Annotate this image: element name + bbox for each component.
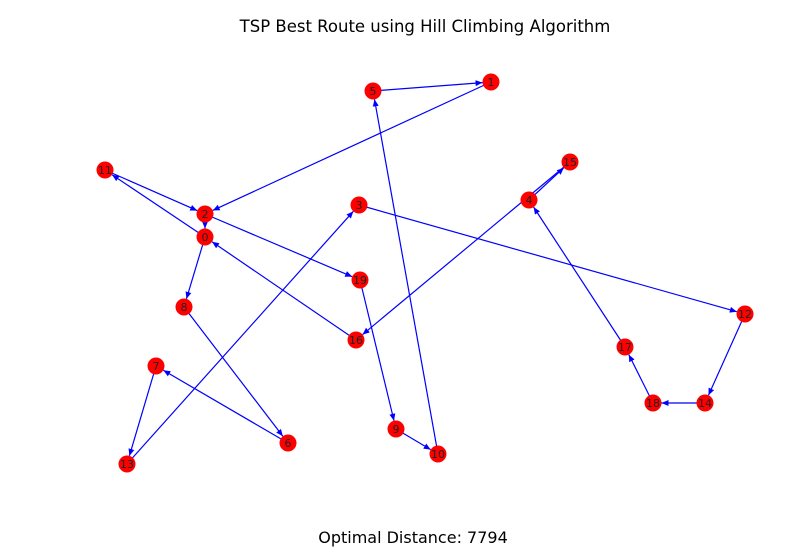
city-node-19: 19 (351, 271, 369, 289)
city-node-circle (520, 191, 538, 209)
city-node-label: 11 (98, 164, 112, 177)
route-edge-17-4 (533, 206, 626, 348)
city-node-label: 13 (120, 458, 134, 471)
route-edge-18-17 (628, 354, 654, 404)
city-node-circle (387, 420, 405, 438)
city-node-17: 17 (616, 338, 634, 356)
city-node-circle (175, 298, 193, 316)
city-node-label: 4 (526, 194, 533, 207)
city-node-12: 12 (736, 305, 754, 323)
city-node-label: 17 (618, 341, 632, 354)
city-node-circle (364, 82, 382, 100)
city-node-3: 3 (350, 196, 368, 214)
city-node-18: 18 (644, 394, 662, 412)
city-node-label: 2 (202, 208, 209, 221)
city-node-2: 2 (196, 205, 214, 223)
route-edge-0-11 (111, 174, 206, 238)
city-node-label: 3 (356, 199, 363, 212)
city-node-label: 12 (738, 308, 752, 321)
route-edge-15-16 (362, 161, 571, 336)
route-edge-5-1 (372, 80, 483, 92)
city-node-circle (147, 357, 165, 375)
route-edge-6-7 (163, 369, 289, 444)
route-edge-1-2 (212, 81, 492, 211)
route-edge-16-0 (211, 241, 357, 341)
city-node-7: 7 (147, 357, 165, 375)
city-node-circle (429, 445, 447, 463)
route-edge-0-8 (185, 236, 206, 300)
route-edge-13-3 (126, 210, 354, 465)
city-node-4: 4 (520, 191, 538, 209)
city-node-5: 5 (364, 82, 382, 100)
city-node-circle (347, 331, 365, 349)
city-node-label: 15 (563, 156, 577, 169)
city-node-circle (644, 394, 662, 412)
route-edge-11-2 (104, 169, 198, 212)
route-edge-2-19 (204, 213, 353, 278)
city-node-13: 13 (118, 455, 136, 473)
city-node-circle (616, 338, 634, 356)
city-node-circle (696, 394, 714, 412)
city-node-11: 11 (96, 161, 114, 179)
city-node-9: 9 (387, 420, 405, 438)
chart-title: TSP Best Route using Hill Climbing Algor… (239, 17, 611, 36)
city-node-label: 14 (698, 397, 712, 410)
city-node-label: 16 (349, 334, 363, 347)
route-edge-7-13 (128, 365, 157, 457)
city-node-circle (482, 73, 500, 91)
city-node-10: 10 (429, 445, 447, 463)
city-node-circle (351, 271, 369, 289)
city-node-label: 6 (285, 437, 292, 450)
city-node-label: 19 (353, 274, 367, 287)
city-node-label: 7 (153, 360, 160, 373)
route-edge-12-14 (707, 313, 746, 396)
optimal-distance-caption: Optimal Distance: 7794 (318, 528, 508, 547)
city-node-circle (350, 196, 368, 214)
city-node-circle (96, 161, 114, 179)
city-node-16: 16 (347, 331, 365, 349)
city-node-1: 1 (482, 73, 500, 91)
city-node-14: 14 (696, 394, 714, 412)
city-node-circle (736, 305, 754, 323)
city-node-6: 6 (279, 434, 297, 452)
city-node-label: 18 (646, 397, 660, 410)
city-node-0: 0 (196, 228, 214, 246)
city-node-circle (196, 205, 214, 223)
city-node-circle (118, 455, 136, 473)
city-node-circle (561, 153, 579, 171)
city-node-8: 8 (175, 298, 193, 316)
route-edge-10-5 (372, 99, 439, 455)
city-node-label: 10 (431, 448, 445, 461)
city-node-circle (196, 228, 214, 246)
city-node-circle (279, 434, 297, 452)
route-edge-19-9 (359, 279, 396, 421)
city-node-15: 15 (561, 153, 579, 171)
city-node-label: 8 (181, 301, 188, 314)
route-edge-3-12 (358, 204, 737, 313)
city-node-label: 5 (370, 85, 377, 98)
city-node-label: 0 (202, 231, 209, 244)
route-edge-8-6 (183, 306, 284, 437)
city-node-label: 1 (488, 76, 495, 89)
city-node-label: 9 (393, 423, 400, 436)
